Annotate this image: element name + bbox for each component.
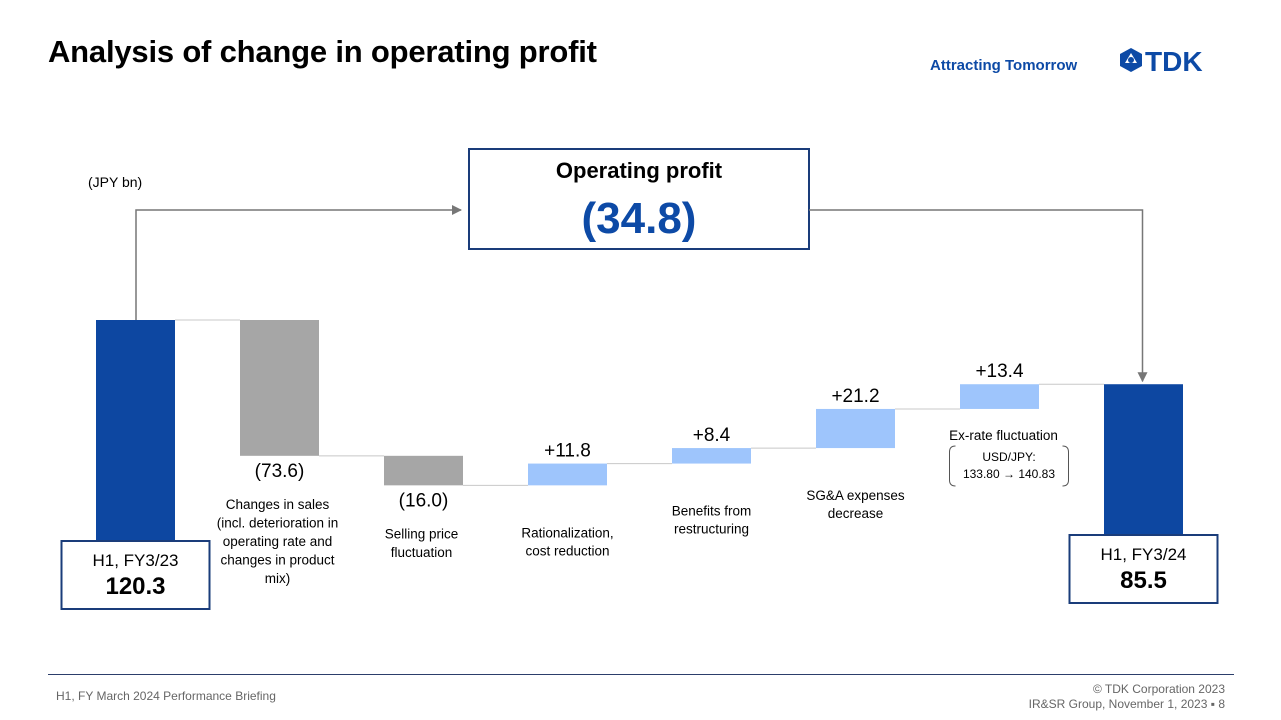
category-label-line: Selling price xyxy=(385,526,459,541)
category-label-line: decrease xyxy=(828,506,884,521)
summary-title: Operating profit xyxy=(556,158,723,183)
bar-start xyxy=(96,320,175,542)
tdk-emblem-icon xyxy=(1120,48,1142,72)
footer-divider xyxy=(48,674,1234,675)
bar-step-3 xyxy=(528,463,607,486)
bar-step-2 xyxy=(384,455,463,486)
category-label-line: Changes in sales xyxy=(226,497,330,512)
footer-presentation-name: H1, FY March 2024 Performance Briefing xyxy=(56,689,276,703)
summary-group: Operating profit (34.8) xyxy=(135,148,1148,383)
category-label-line: (incl. deterioration in xyxy=(217,515,339,530)
page-title: Analysis of change in operating profit xyxy=(48,34,597,69)
value-label-step-1: (73.6) xyxy=(255,461,305,482)
arrow-to-end xyxy=(809,209,1148,383)
category-label-line: operating rate and xyxy=(223,534,333,549)
unit-label: (JPY bn) xyxy=(88,174,143,190)
category-label-line: mix) xyxy=(265,571,291,586)
bar-step-4 xyxy=(672,448,751,464)
category-label-line: Benefits from xyxy=(672,504,752,519)
summary-value: (34.8) xyxy=(582,194,697,243)
logo-text: TDK xyxy=(1145,46,1203,74)
value-label-step-2: (16.0) xyxy=(399,490,449,511)
connector-lines xyxy=(175,319,1104,486)
bar-step-1 xyxy=(240,320,319,456)
end-box-label: H1, FY3/24 xyxy=(1101,545,1187,564)
end-box xyxy=(1068,534,1219,604)
labels-group: (73.6) Changes in sales (incl. deteriorati… xyxy=(60,361,1219,610)
note-bracket-right xyxy=(1062,445,1069,487)
tdk-logo: TDK xyxy=(1120,46,1203,74)
category-label-line: Ex-rate fluctuation xyxy=(949,428,1058,443)
bar-step-6 xyxy=(960,384,1039,409)
category-label-line: changes in product xyxy=(220,552,334,567)
category-label-line: restructuring xyxy=(674,522,749,537)
bars-group xyxy=(96,320,1183,542)
category-label-line: SG&A expenses xyxy=(806,488,905,503)
bar-step-5 xyxy=(816,408,895,449)
footer-copyright-line: © TDK Corporation 2023 xyxy=(1092,682,1225,696)
note-bracket-left xyxy=(949,445,956,487)
start-box xyxy=(60,540,211,610)
summary-box xyxy=(468,148,810,250)
brand-tagline: Attracting Tomorrow xyxy=(930,57,1078,74)
category-label-line: cost reduction xyxy=(525,543,609,558)
value-label-step-5: +21.2 xyxy=(831,386,879,407)
arrow-to-summary xyxy=(135,205,462,320)
footer-copyright: © TDK Corporation 2023 IR&SR Group, Nove… xyxy=(1029,682,1225,712)
value-label-step-4: +8.4 xyxy=(693,425,731,446)
bar-end xyxy=(1104,384,1183,542)
value-label-step-3: +11.8 xyxy=(544,441,591,462)
start-box-value: 120.3 xyxy=(105,573,165,600)
category-label-line: Rationalization, xyxy=(521,525,613,540)
end-box-value: 85.5 xyxy=(1120,567,1167,594)
category-label-line: fluctuation xyxy=(391,545,453,560)
ex-rate-note-line: 133.80 → 140.83 xyxy=(963,467,1055,481)
value-label-step-6: +13.4 xyxy=(975,361,1024,382)
start-box-label: H1, FY3/23 xyxy=(93,551,179,570)
footer-page-info: IR&SR Group, November 1, 2023 ▪ 8 xyxy=(1028,697,1225,711)
ex-rate-note-line: USD/JPY: xyxy=(982,450,1035,464)
